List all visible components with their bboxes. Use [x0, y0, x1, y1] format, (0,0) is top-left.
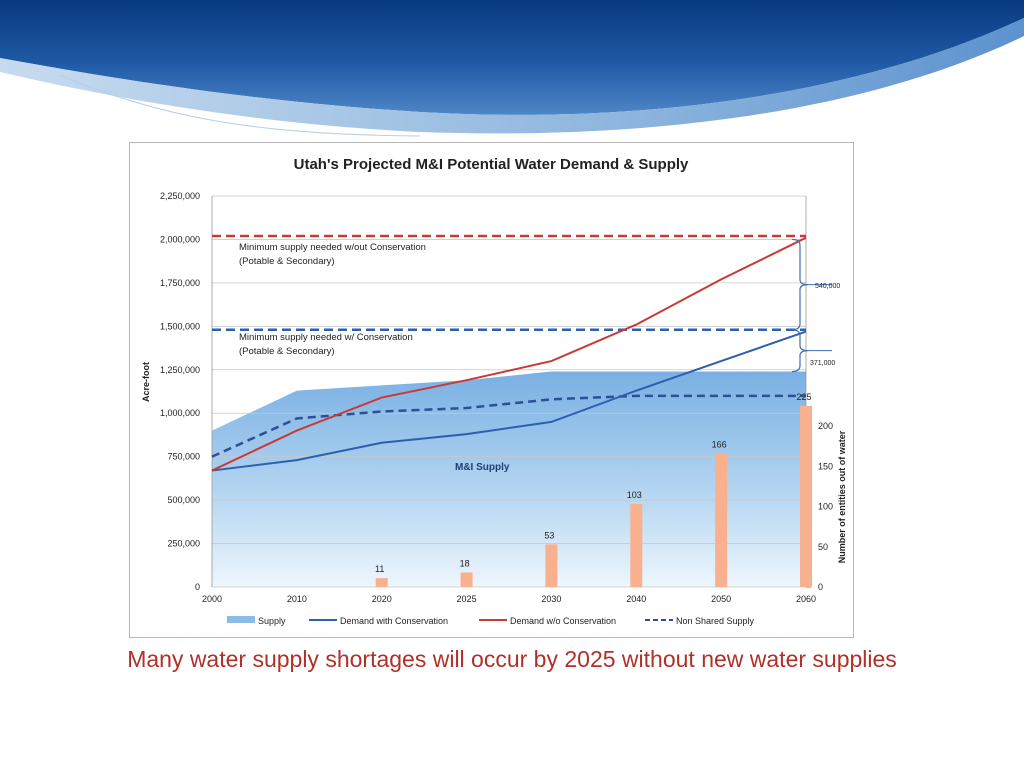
- header-banner: [0, 0, 1024, 137]
- x-tick-label: 2050: [711, 594, 731, 604]
- legend-label-demand-with: Demand with Conservation: [340, 616, 448, 626]
- entities-label-2050: 166: [712, 439, 727, 449]
- x-tick-label: 2000: [202, 594, 222, 604]
- ref-line-without-sublabel: (Potable & Secondary): [239, 256, 335, 267]
- y-tick-label: 1,750,000: [160, 278, 200, 288]
- chart-title: Utah's Projected M&I Potential Water Dem…: [294, 156, 689, 173]
- legend-label-supply: Supply: [258, 616, 286, 626]
- y-axis-label: Acre-foot: [141, 362, 151, 402]
- y-tick-label: 500,000: [167, 495, 200, 505]
- ref-line-with-label: Minimum supply needed w/ Conservation: [239, 332, 413, 343]
- entities-label-2020: 11: [375, 564, 384, 574]
- area-label: M&I Supply: [455, 462, 510, 473]
- x-tick-label: 2030: [541, 594, 561, 604]
- slide-caption: Many water supply shortages will occur b…: [127, 646, 897, 672]
- entities-bar-2025: [460, 572, 473, 587]
- y2-axis-label: Number of entities out of water: [837, 430, 847, 563]
- y-tick-label: 2,250,000: [160, 191, 200, 201]
- y2-tick-label: 50: [818, 542, 828, 552]
- entities-bar-2040: [630, 504, 643, 587]
- bracket-label-540000: 540,000: [815, 283, 840, 290]
- entities-label-2025: 18: [460, 559, 470, 569]
- entities-bar-2050: [715, 453, 728, 587]
- legend-label-demand-without: Demand w/o Conservation: [510, 616, 616, 626]
- entities-label-2040: 103: [627, 490, 642, 500]
- bracket-label-371000: 371,000: [810, 360, 835, 367]
- y-tick-label: 750,000: [167, 452, 200, 462]
- entities-bar-2020: [375, 578, 388, 587]
- series-supply-area: [212, 371, 806, 587]
- y2-tick-label: 150: [818, 461, 833, 471]
- y2-tick-label: 200: [818, 421, 833, 431]
- y-tick-label: 1,500,000: [160, 321, 200, 331]
- ref-line-with-sublabel: (Potable & Secondary): [239, 346, 335, 357]
- x-tick-label: 2040: [626, 594, 646, 604]
- legend-label-non-shared: Non Shared Supply: [676, 616, 755, 626]
- ref-line-without-label: Minimum supply needed w/out Conservation: [239, 242, 426, 253]
- y-tick-label: 250,000: [167, 539, 200, 549]
- y2-tick-label: 0: [818, 582, 823, 592]
- series-demand-with-conservation: [211, 330, 807, 472]
- y-tick-label: 1,250,000: [160, 365, 200, 375]
- water-demand-chart: 0 250,000 500,000 750,000 1,000,000 1,250,000…: [141, 156, 847, 626]
- x-tick-label: 2010: [287, 594, 307, 604]
- y2-tick-label: 100: [818, 502, 833, 512]
- entities-bar-2030: [545, 544, 558, 587]
- series-demand-without-conservation: [211, 236, 807, 472]
- banner-background: [0, 0, 1024, 115]
- banner-thin-line: [59, 74, 421, 137]
- legend: Supply Demand with Conservation Demand w…: [227, 616, 755, 626]
- series-non-shared-supply: [211, 394, 806, 458]
- y-tick-label: 0: [195, 582, 200, 592]
- x-tick-label: 2025: [457, 594, 477, 604]
- y-tick-label: 2,000,000: [160, 234, 200, 244]
- legend-swatch-supply: [227, 616, 255, 623]
- banner-swoosh: [0, 18, 1024, 134]
- x-tick-label: 2060: [796, 594, 816, 604]
- y-tick-label: 1,000,000: [160, 408, 200, 418]
- x-tick-label: 2020: [372, 594, 392, 604]
- entities-label-2030: 53: [544, 530, 554, 540]
- entities-bar-2060: [800, 405, 812, 587]
